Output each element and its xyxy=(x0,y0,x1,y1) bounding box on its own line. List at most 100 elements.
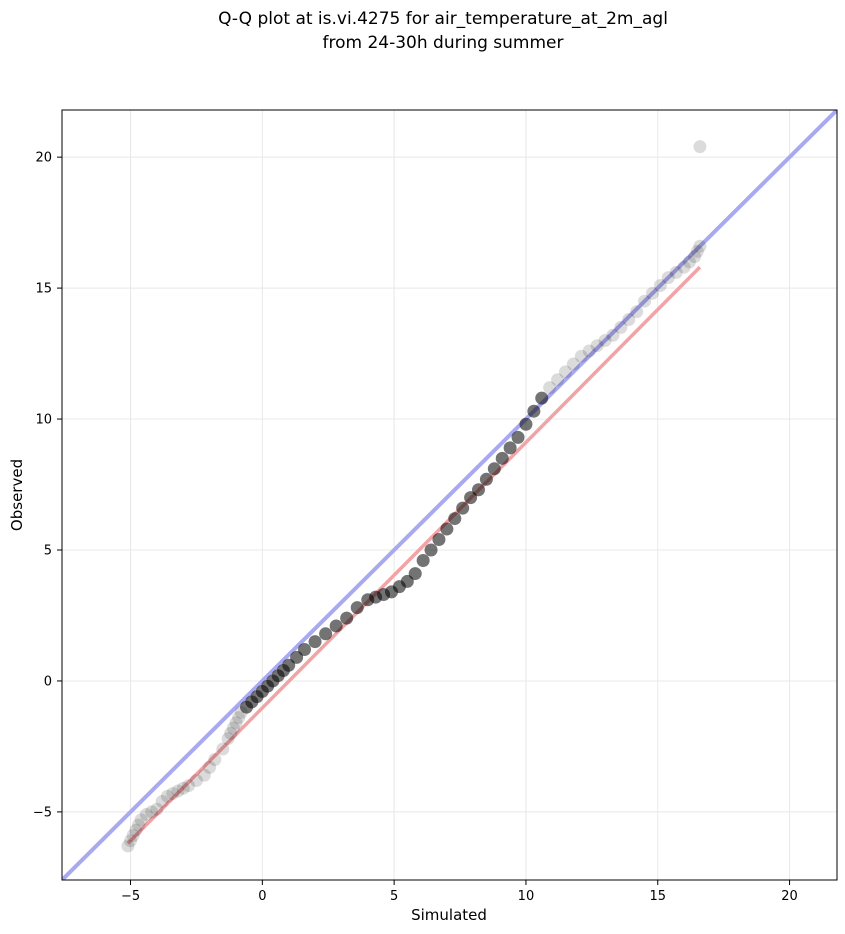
data-point xyxy=(226,721,240,735)
x-tick-label: 5 xyxy=(390,889,398,904)
data-point xyxy=(160,789,174,803)
data-point xyxy=(171,784,185,798)
data-point xyxy=(503,441,517,455)
data-point xyxy=(424,543,438,557)
y-tick-label: 20 xyxy=(35,151,52,166)
data-point xyxy=(319,627,333,641)
data-point xyxy=(129,823,143,837)
data-point xyxy=(630,305,644,319)
identity-line xyxy=(62,110,837,880)
data-point xyxy=(134,813,148,827)
y-axis-ticks: −5 0 5 10 15 20 xyxy=(33,151,62,820)
data-point xyxy=(176,781,190,795)
data-point xyxy=(408,567,422,581)
data-point xyxy=(189,773,203,787)
y-tick-label: 10 xyxy=(35,413,52,428)
data-point xyxy=(487,462,501,476)
data-point xyxy=(440,522,454,536)
x-tick-label: 15 xyxy=(649,889,666,904)
data-point xyxy=(121,839,135,853)
data-point xyxy=(598,333,612,347)
data-point xyxy=(511,430,525,444)
y-axis-label: Observed xyxy=(8,459,26,531)
data-point xyxy=(566,357,580,371)
grid xyxy=(62,110,837,880)
data-point xyxy=(690,244,704,258)
data-point xyxy=(693,140,707,154)
data-point xyxy=(208,753,222,767)
data-point xyxy=(638,294,652,308)
data-point xyxy=(574,349,588,363)
x-axis-ticks: −5 0 5 10 15 20 xyxy=(121,880,798,904)
data-point xyxy=(448,512,462,526)
data-point xyxy=(669,265,683,279)
data-point xyxy=(535,391,549,405)
data-point xyxy=(606,328,620,342)
data-point xyxy=(471,483,485,497)
data-point xyxy=(551,373,565,387)
plot-frame xyxy=(61,109,838,881)
data-point xyxy=(131,818,145,832)
data-point xyxy=(329,619,343,633)
data-point xyxy=(682,255,696,269)
data-point xyxy=(145,805,159,819)
data-point xyxy=(308,635,322,649)
data-point xyxy=(139,808,153,822)
data-point xyxy=(124,834,138,848)
data-point xyxy=(688,250,702,264)
data-point xyxy=(622,313,636,327)
data-points xyxy=(121,140,707,853)
reference-lines xyxy=(62,110,837,880)
x-tick-label: 0 xyxy=(258,889,266,904)
data-point xyxy=(416,553,430,567)
data-point xyxy=(519,417,533,431)
data-point xyxy=(432,533,446,547)
data-point xyxy=(197,768,211,782)
data-point xyxy=(614,320,628,334)
data-point xyxy=(350,601,364,615)
data-point xyxy=(282,658,296,672)
fit-line xyxy=(126,265,702,845)
data-point xyxy=(298,643,312,657)
data-point xyxy=(126,828,140,842)
data-point xyxy=(182,779,196,793)
chart-title-line-1: Q-Q plot at is.vi.4275 for air_temperatu… xyxy=(218,9,668,29)
data-point xyxy=(645,286,659,300)
data-point xyxy=(653,278,667,292)
data-point xyxy=(582,344,596,358)
data-point xyxy=(464,491,478,505)
data-point xyxy=(150,802,164,816)
data-point xyxy=(400,574,414,588)
data-point xyxy=(290,650,304,664)
x-tick-label: −5 xyxy=(121,889,140,904)
data-point xyxy=(166,787,180,801)
data-point xyxy=(229,716,243,730)
x-tick-label: 10 xyxy=(518,889,535,904)
data-point xyxy=(693,239,707,253)
data-point xyxy=(677,260,691,274)
data-point xyxy=(590,339,604,353)
data-point xyxy=(340,611,354,625)
data-point xyxy=(543,381,557,395)
data-point xyxy=(661,271,675,285)
data-point xyxy=(495,451,509,465)
data-point xyxy=(527,404,541,418)
data-point xyxy=(224,726,238,740)
y-tick-label: −5 xyxy=(33,805,52,820)
data-point xyxy=(203,760,217,774)
data-point xyxy=(221,732,235,746)
data-point xyxy=(216,742,230,756)
y-tick-label: 0 xyxy=(44,674,52,689)
chart-title: Q-Q plot at is.vi.4275 for air_temperatu… xyxy=(218,9,668,53)
data-point xyxy=(558,365,572,379)
y-tick-label: 15 xyxy=(35,282,52,297)
data-point xyxy=(456,501,470,515)
x-axis-label: Simulated xyxy=(411,906,487,924)
data-point xyxy=(232,711,246,725)
x-tick-label: 20 xyxy=(781,889,798,904)
data-point xyxy=(155,794,169,808)
y-tick-label: 5 xyxy=(44,544,52,559)
chart-title-line-2: from 24-30h during summer xyxy=(323,33,564,53)
data-point xyxy=(479,472,493,486)
